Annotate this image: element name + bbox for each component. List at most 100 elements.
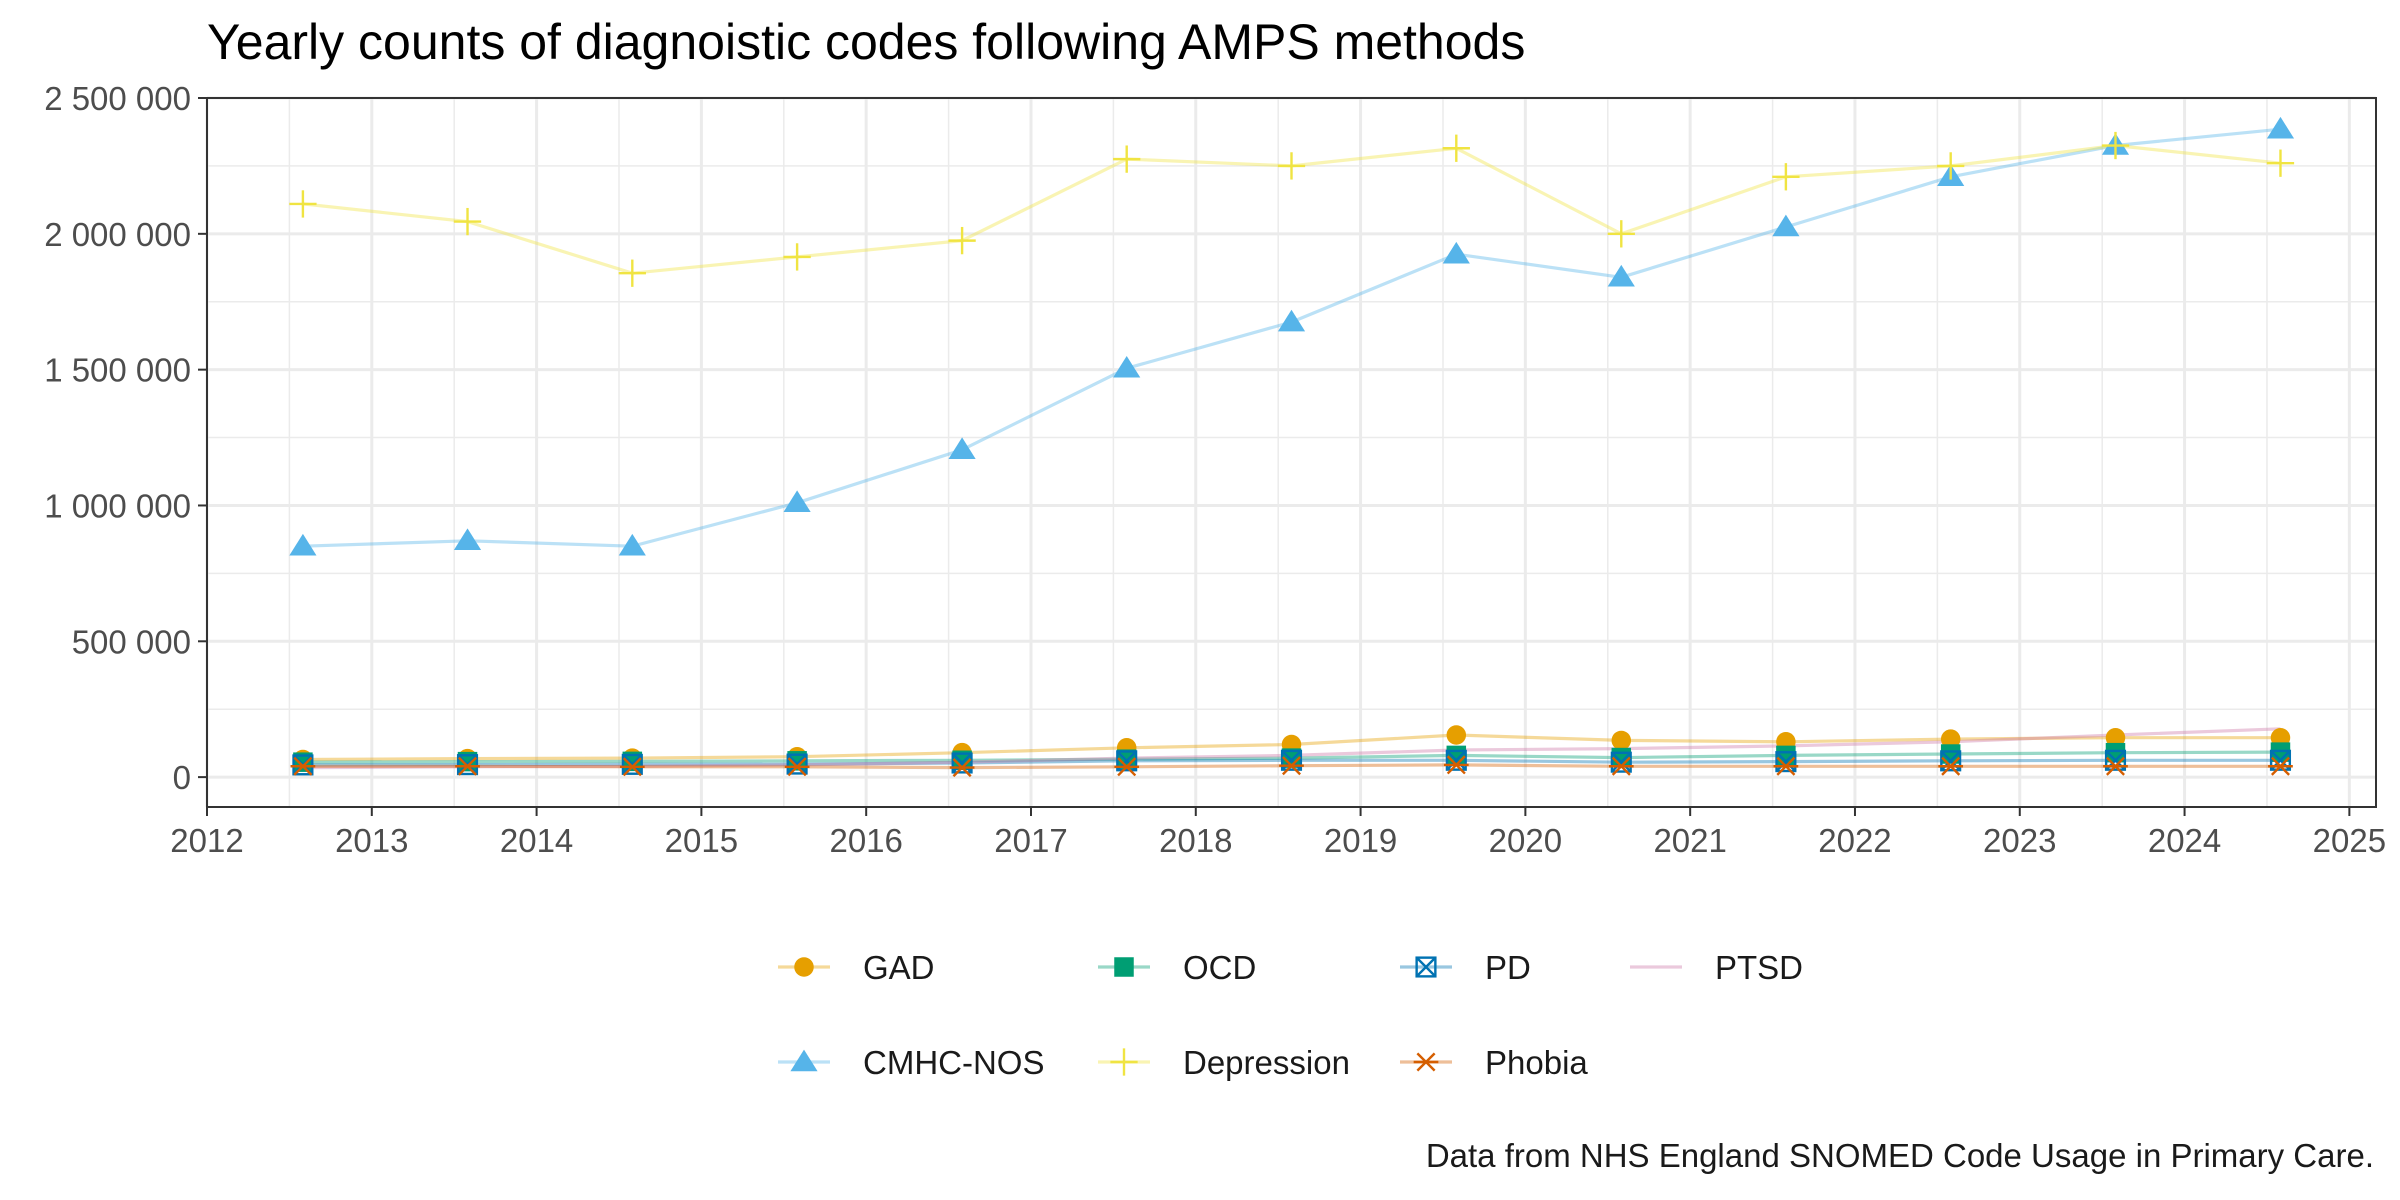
data-point-depression (1442, 134, 1470, 162)
chart-title: Yearly counts of diagnoistic codes follo… (207, 14, 1525, 70)
data-point-phobia (784, 757, 810, 777)
data-point-pd (1775, 751, 1797, 773)
legend: GAD OCD PD PTSD CMHC-NOS Depression Phobia (778, 949, 1803, 1081)
data-point-cmhc-nos (948, 437, 976, 460)
y-tick-label: 2 500 000 (44, 80, 191, 117)
legend-item-gad: GAD (778, 949, 935, 986)
x-tick-label: 2013 (335, 822, 408, 859)
legend-label: Depression (1183, 1044, 1350, 1081)
data-point-depression (948, 226, 976, 255)
data-point-phobia (2103, 756, 2128, 776)
legend-item-ocd: OCD (1098, 949, 1256, 986)
legend-key-marker (1413, 1052, 1439, 1072)
x-tick-label: 2017 (994, 822, 1067, 859)
data-point-cmhc-nos (783, 490, 811, 513)
data-point-ocd (1281, 748, 1302, 768)
data-point-phobia (1938, 756, 1964, 776)
x-tick-label: 2015 (665, 822, 738, 859)
x-tick-label: 2025 (2313, 822, 2386, 859)
data-point-depression (618, 259, 646, 287)
data-point-depression (783, 243, 811, 271)
legend-item-phobia: Phobia (1400, 1044, 1588, 1081)
data-point-ocd (1940, 744, 1961, 764)
y-tick-label: 0 (173, 759, 191, 796)
x-tick-label: 2012 (170, 822, 243, 859)
panel-background (207, 98, 2376, 807)
legend-key-marker (1114, 957, 1134, 977)
data-point-gad (2105, 727, 2126, 748)
data-point-gad (1446, 725, 1467, 745)
data-point-phobia (1773, 756, 1799, 776)
y-tick-label: 1 500 000 (44, 352, 191, 389)
legend-label: PTSD (1715, 949, 1803, 986)
x-tick-label: 2020 (1489, 822, 1562, 859)
data-point-depression (1277, 152, 1306, 180)
data-point-cmhc-nos (453, 528, 482, 551)
data-point-gad (1940, 729, 1961, 749)
data-point-pd (621, 753, 643, 775)
data-point-depression (2266, 149, 2295, 177)
data-point-cmhc-nos (2266, 116, 2295, 139)
legend-key-marker (794, 957, 814, 977)
y-tick-label: 1 000 000 (44, 487, 191, 524)
data-point-cmhc-nos (618, 533, 646, 556)
legend-label: Phobia (1485, 1044, 1588, 1081)
data-point-pd (1610, 751, 1632, 773)
data-point-cmhc-nos (1442, 241, 1470, 264)
x-tick-label: 2014 (500, 822, 573, 859)
x-tick-label: 2018 (1159, 822, 1232, 859)
legend-key-marker (1415, 956, 1437, 978)
x-tick-label: 2022 (1818, 822, 1891, 859)
data-point-pd (1445, 749, 1467, 771)
legend-key-marker (790, 1049, 818, 1072)
x-tick-label: 2016 (829, 822, 902, 859)
x-tick-label: 2024 (2148, 822, 2221, 859)
legend-item-cmhc-nos: CMHC-NOS (778, 1044, 1044, 1081)
data-point-ocd (2105, 742, 2126, 763)
data-point-phobia (949, 758, 975, 778)
chart-caption: Data from NHS England SNOMED Code Usage … (1426, 1137, 2374, 1174)
data-point-depression (1772, 163, 1800, 191)
data-point-pd (951, 752, 973, 774)
data-point-ocd (1611, 747, 1632, 768)
legend-label: GAD (863, 949, 935, 986)
legend-label: OCD (1183, 949, 1256, 986)
data-point-phobia (1443, 755, 1469, 775)
data-point-gad (1611, 730, 1632, 751)
data-point-cmhc-nos (1607, 264, 1635, 287)
legend-key-marker (1110, 1048, 1138, 1076)
data-point-depression (1937, 152, 1965, 180)
data-point-phobia (2268, 756, 2293, 776)
data-point-depression (289, 190, 317, 218)
series-markers (289, 116, 2295, 778)
y-tick-label: 2 000 000 (44, 216, 191, 253)
x-tick-label: 2021 (1653, 822, 1726, 859)
legend-item-pd: PD (1400, 949, 1531, 986)
data-point-cmhc-nos (1277, 309, 1306, 332)
data-point-phobia (1279, 756, 1304, 776)
data-point-depression (2101, 131, 2130, 160)
panel-border (206, 97, 2377, 808)
data-point-cmhc-nos (1113, 355, 1141, 378)
data-point-phobia (1608, 756, 1634, 776)
data-point-ocd (952, 750, 972, 771)
legend-label: CMHC-NOS (863, 1044, 1044, 1081)
data-point-ocd (1446, 745, 1467, 766)
x-axis: 2012 2013 2014 2015 2016 2017 2018 2019 2020 2021… (170, 807, 2386, 859)
y-tick-label: 500 000 (72, 623, 191, 660)
data-point-phobia (619, 757, 645, 777)
x-tick-label: 2023 (1983, 822, 2056, 859)
data-point-cmhc-nos (289, 533, 317, 556)
data-point-phobia (1114, 757, 1140, 777)
x-tick-label: 2019 (1324, 822, 1397, 859)
data-point-phobia (455, 756, 480, 776)
data-point-depression (1113, 145, 1141, 173)
plot-border (206, 97, 2377, 808)
legend-item-depression: Depression (1098, 1044, 1350, 1081)
legend-label: PD (1485, 949, 1531, 986)
data-point-phobia (290, 756, 316, 776)
data-point-cmhc-nos (1772, 214, 1800, 237)
data-point-pd (786, 753, 808, 775)
data-point-depression (453, 207, 482, 236)
